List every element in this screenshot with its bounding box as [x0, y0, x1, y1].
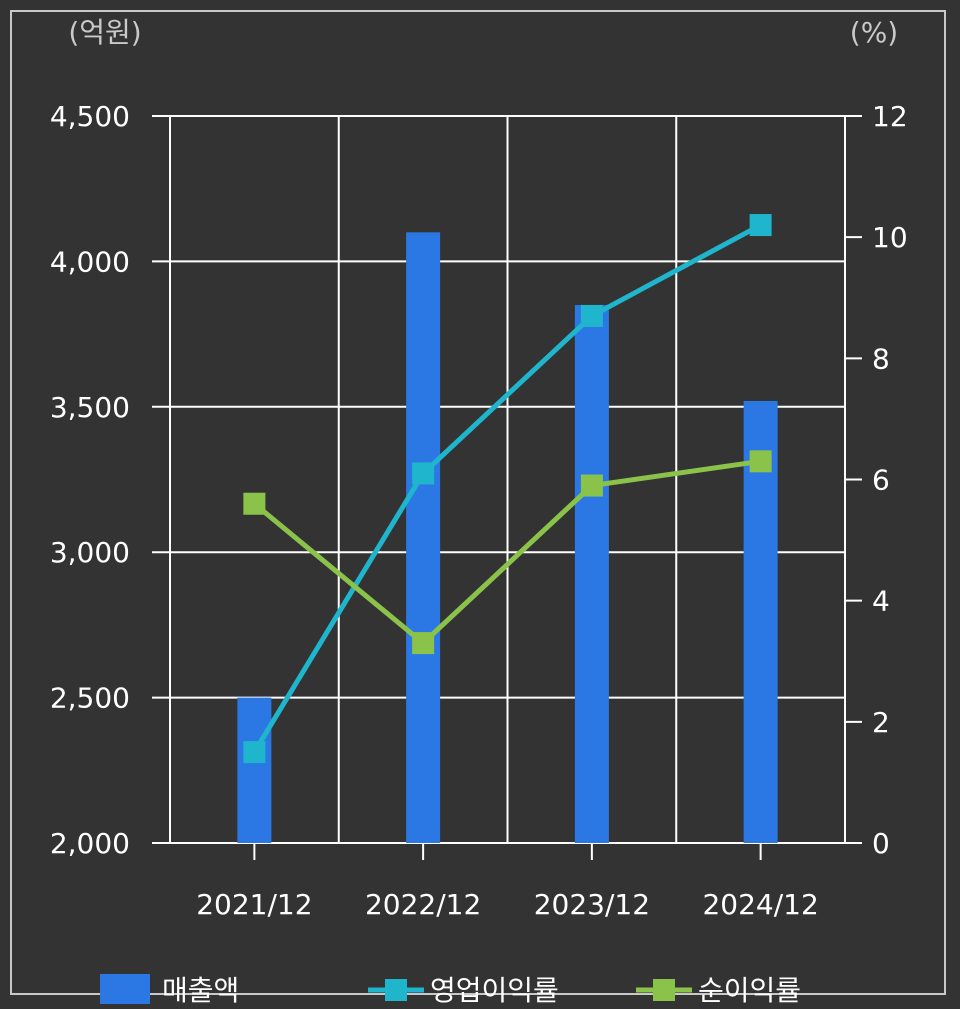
point-순이익률 — [412, 632, 435, 655]
left-axis-tick-label: 4,000 — [50, 245, 130, 278]
right-axis-tick-label: 2 — [872, 706, 890, 739]
left-axis-tick-label: 2,500 — [50, 682, 130, 715]
point-순이익률 — [243, 492, 266, 515]
left-axis-tick-label: 4,500 — [50, 100, 130, 133]
x-axis-tick-label: 2023/12 — [534, 888, 650, 921]
point-영업이익률 — [243, 741, 266, 764]
right-axis-tick-label: 12 — [872, 100, 908, 133]
bar-매출액 — [743, 400, 778, 843]
left-axis-tick-label: 3,500 — [50, 391, 130, 424]
bar-매출액 — [406, 232, 441, 843]
legend-swatch-bar — [100, 974, 150, 1004]
line-순이익률 — [252, 458, 761, 647]
left-axis-unit: (억원) — [68, 16, 141, 49]
bar-매출액 — [574, 305, 609, 843]
right-axis-tick-label: 8 — [872, 342, 890, 375]
right-axis-tick-label: 6 — [872, 464, 890, 497]
right-axis-tick-label: 4 — [872, 585, 890, 618]
x-axis-tick-label: 2024/12 — [702, 888, 818, 921]
point-순이익률 — [580, 474, 603, 497]
legend-label: 매출액 — [162, 974, 239, 1007]
line-영업이익률 — [252, 222, 762, 754]
legend-label: 순이익률 — [698, 974, 801, 1007]
point-영업이익률 — [412, 462, 435, 485]
x-axis-tick-label: 2021/12 — [196, 888, 312, 921]
point-순이익률 — [749, 450, 772, 473]
point-영업이익률 — [580, 304, 603, 327]
left-axis-tick-label: 2,000 — [50, 827, 130, 860]
chart-frame — [10, 10, 946, 995]
left-axis-tick-label: 3,000 — [50, 536, 130, 569]
bar-매출액 — [237, 697, 272, 843]
legend-swatch-marker — [653, 979, 675, 1001]
point-영업이익률 — [749, 214, 772, 237]
right-axis-unit: (%) — [850, 16, 898, 49]
legend-swatch-marker — [385, 979, 407, 1001]
right-axis-tick-label: 10 — [872, 221, 908, 254]
x-axis-tick-label: 2022/12 — [365, 888, 481, 921]
legend-label: 영업이익률 — [430, 974, 559, 1007]
right-axis-tick-label: 0 — [872, 827, 890, 860]
